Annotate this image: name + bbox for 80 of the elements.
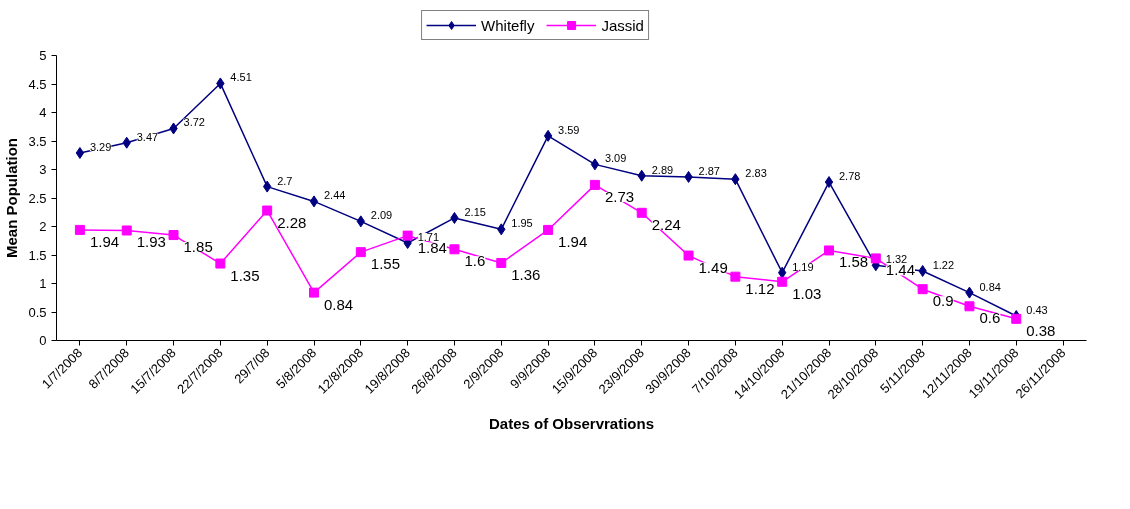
x-axis-title: Dates of Observrations <box>488 415 655 433</box>
point <box>168 230 179 241</box>
data-label: 1.95 <box>511 217 533 230</box>
legend-label: Whitefly <box>481 16 535 34</box>
data-label: 2.89 <box>651 163 674 176</box>
y-tick-label: 0 <box>39 333 47 348</box>
point <box>496 257 507 268</box>
data-label: 2.78 <box>839 170 861 183</box>
data-label: 0.43 <box>1026 303 1048 316</box>
data-label: 0.9 <box>932 292 954 310</box>
point <box>543 224 554 235</box>
data-label: 2.09 <box>370 209 393 222</box>
data-label: 1.36 <box>511 265 541 283</box>
data-label: 0.84 <box>979 280 1001 293</box>
data-label: 0.6 <box>979 309 1001 327</box>
data-label: 3.59 <box>558 123 580 136</box>
data-label: 1.32 <box>885 253 908 266</box>
data-label: 1.6 <box>464 252 486 270</box>
y-tick-label: 3 <box>39 162 47 177</box>
point <box>824 245 834 256</box>
data-label: 2.44 <box>324 189 346 202</box>
data-label: 0.84 <box>324 295 354 313</box>
data-label: 2.83 <box>745 167 767 180</box>
data-label: 1.35 <box>230 266 260 284</box>
point <box>449 244 460 255</box>
y-tick-label: 5 <box>39 48 47 63</box>
data-label: 1.03 <box>792 284 822 302</box>
data-label: 1.12 <box>745 279 775 297</box>
data-label: 3.09 <box>604 152 627 165</box>
point <box>589 179 600 190</box>
data-label: 1.94 <box>558 232 588 250</box>
data-label: 3.47 <box>136 130 159 143</box>
point <box>683 250 694 261</box>
data-label: 2.28 <box>277 213 307 231</box>
y-tick-label: 2.5 <box>28 190 47 206</box>
point <box>309 195 319 208</box>
data-label: 0.38 <box>1026 321 1056 339</box>
data-label: 1.94 <box>89 232 120 250</box>
data-label: 1.93 <box>136 233 166 251</box>
point <box>870 253 881 264</box>
y-tick-label: 1 <box>39 276 47 291</box>
data-label: 2.73 <box>604 187 635 205</box>
legend-label: Jassid <box>601 16 644 34</box>
point <box>309 287 319 298</box>
data-label: 3.29 <box>89 140 112 153</box>
y-tick-label: 4 <box>39 105 47 120</box>
data-label: 1.55 <box>370 255 401 273</box>
data-label: 2.24 <box>651 215 681 233</box>
point <box>824 176 834 189</box>
y-tick-label: 4.5 <box>28 76 47 92</box>
point <box>355 247 366 258</box>
y-tick-label: 1.5 <box>28 247 47 263</box>
data-label: 2.15 <box>464 205 486 218</box>
point <box>215 258 226 269</box>
data-label: 2.87 <box>698 164 720 177</box>
y-tick-label: 2 <box>39 219 47 234</box>
point <box>121 225 132 236</box>
data-label: 1.49 <box>698 258 728 276</box>
data-label: 4.51 <box>230 71 252 84</box>
point <box>75 146 85 159</box>
point <box>262 205 273 216</box>
point <box>402 230 413 241</box>
y-tick-label: 3.5 <box>28 133 47 149</box>
point <box>543 129 553 142</box>
point <box>917 284 928 295</box>
point <box>74 224 85 235</box>
point <box>964 301 975 312</box>
data-label: 1.58 <box>839 253 869 271</box>
data-label: 1.19 <box>792 260 814 273</box>
point <box>777 276 788 287</box>
data-label: 1.85 <box>183 238 213 256</box>
data-label: 2.7 <box>277 174 293 187</box>
data-label: 1.71 <box>417 231 440 244</box>
y-tick-label: 0.5 <box>28 304 47 320</box>
point <box>590 158 600 171</box>
point <box>636 207 647 218</box>
point <box>730 271 741 282</box>
data-label: 1.22 <box>932 258 955 271</box>
y-axis-title: Mean Population <box>3 138 21 258</box>
data-label: 3.72 <box>183 116 205 129</box>
